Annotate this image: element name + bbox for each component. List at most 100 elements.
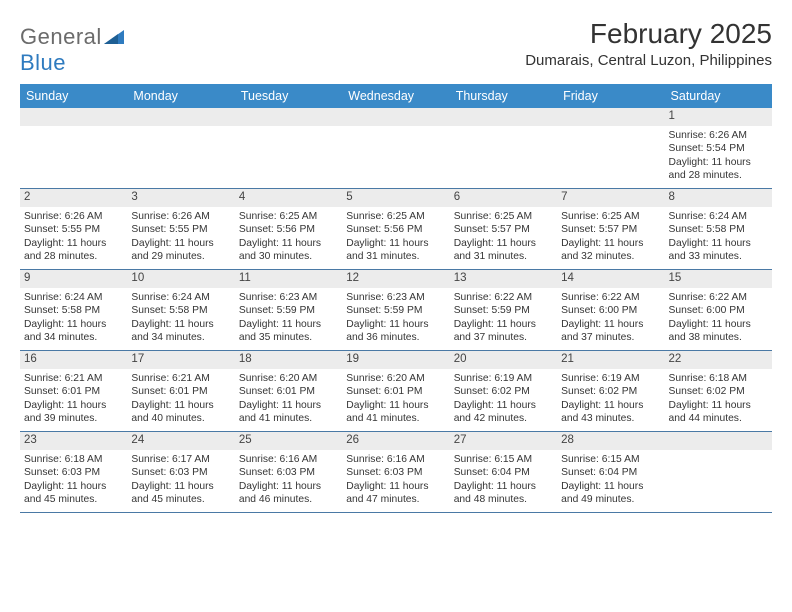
- daylight-text: and 38 minutes.: [669, 331, 768, 344]
- day-cell: Sunrise: 6:18 AMSunset: 6:02 PMDaylight:…: [665, 369, 772, 431]
- day-cell: Sunrise: 6:22 AMSunset: 6:00 PMDaylight:…: [665, 288, 772, 350]
- sunset-text: Sunset: 6:02 PM: [561, 385, 660, 398]
- title-block: February 2025 Dumarais, Central Luzon, P…: [525, 18, 772, 69]
- daylight-text: Daylight: 11 hours: [669, 318, 768, 331]
- sunset-text: Sunset: 6:02 PM: [669, 385, 768, 398]
- day-cell: [450, 126, 557, 188]
- sunset-text: Sunset: 5:59 PM: [239, 304, 338, 317]
- weekday-header: Monday: [127, 84, 234, 108]
- day-cell: Sunrise: 6:15 AMSunset: 6:04 PMDaylight:…: [557, 450, 664, 512]
- day-number: [342, 108, 449, 126]
- daylight-text: Daylight: 11 hours: [561, 399, 660, 412]
- brand-word-2: Blue: [20, 50, 66, 75]
- sunset-text: Sunset: 5:59 PM: [454, 304, 553, 317]
- sunset-text: Sunset: 6:03 PM: [346, 466, 445, 479]
- sunrise-text: Sunrise: 6:24 AM: [669, 210, 768, 223]
- location-text: Dumarais, Central Luzon, Philippines: [525, 52, 772, 69]
- weekday-header: Sunday: [20, 84, 127, 108]
- sunset-text: Sunset: 6:01 PM: [131, 385, 230, 398]
- daylight-text: and 45 minutes.: [24, 493, 123, 506]
- weekday-header: Thursday: [450, 84, 557, 108]
- calendar-grid: Sunday Monday Tuesday Wednesday Thursday…: [20, 84, 772, 513]
- day-number: 18: [235, 351, 342, 369]
- sunrise-text: Sunrise: 6:24 AM: [24, 291, 123, 304]
- day-number: 16: [20, 351, 127, 369]
- daylight-text: Daylight: 11 hours: [346, 237, 445, 250]
- day-cell: Sunrise: 6:23 AMSunset: 5:59 PMDaylight:…: [235, 288, 342, 350]
- sunset-text: Sunset: 6:02 PM: [454, 385, 553, 398]
- day-cell: Sunrise: 6:24 AMSunset: 5:58 PMDaylight:…: [665, 207, 772, 269]
- week-row: 2345678Sunrise: 6:26 AMSunset: 5:55 PMDa…: [20, 189, 772, 270]
- sunrise-text: Sunrise: 6:23 AM: [346, 291, 445, 304]
- day-cell: Sunrise: 6:20 AMSunset: 6:01 PMDaylight:…: [235, 369, 342, 431]
- sunrise-text: Sunrise: 6:26 AM: [131, 210, 230, 223]
- sunrise-text: Sunrise: 6:25 AM: [454, 210, 553, 223]
- weeks-container: 2345678Sunrise: 6:26 AMSunset: 5:55 PMDa…: [20, 189, 772, 513]
- weekday-header: Wednesday: [342, 84, 449, 108]
- daylight-text: and 34 minutes.: [131, 331, 230, 344]
- day-number-band: 16171819202122: [20, 351, 772, 369]
- week-row: 16171819202122Sunrise: 6:21 AMSunset: 6:…: [20, 351, 772, 432]
- sunset-text: Sunset: 6:03 PM: [24, 466, 123, 479]
- daylight-text: and 39 minutes.: [24, 412, 123, 425]
- daylight-text: Daylight: 11 hours: [131, 399, 230, 412]
- day-cell: Sunrise: 6:22 AMSunset: 5:59 PMDaylight:…: [450, 288, 557, 350]
- day-number: 27: [450, 432, 557, 450]
- daylight-text: and 36 minutes.: [346, 331, 445, 344]
- sunset-text: Sunset: 5:57 PM: [561, 223, 660, 236]
- day-number: 6: [450, 189, 557, 207]
- day-number: [127, 108, 234, 126]
- sunrise-text: Sunrise: 6:16 AM: [239, 453, 338, 466]
- day-cell: Sunrise: 6:22 AMSunset: 6:00 PMDaylight:…: [557, 288, 664, 350]
- sunset-text: Sunset: 6:00 PM: [561, 304, 660, 317]
- day-number: 20: [450, 351, 557, 369]
- day-number: [235, 108, 342, 126]
- month-title: February 2025: [525, 18, 772, 50]
- sunrise-text: Sunrise: 6:16 AM: [346, 453, 445, 466]
- daylight-text: and 29 minutes.: [131, 250, 230, 263]
- day-number: 3: [127, 189, 234, 207]
- day-number: 26: [342, 432, 449, 450]
- sunset-text: Sunset: 5:55 PM: [24, 223, 123, 236]
- day-cell: Sunrise: 6:24 AMSunset: 5:58 PMDaylight:…: [20, 288, 127, 350]
- day-number: 15: [665, 270, 772, 288]
- daylight-text: Daylight: 11 hours: [239, 399, 338, 412]
- week-content: Sunrise: 6:18 AMSunset: 6:03 PMDaylight:…: [20, 450, 772, 512]
- day-number: 17: [127, 351, 234, 369]
- day-number: 11: [235, 270, 342, 288]
- daylight-text: and 40 minutes.: [131, 412, 230, 425]
- day-number: 24: [127, 432, 234, 450]
- day-cell: Sunrise: 6:23 AMSunset: 5:59 PMDaylight:…: [342, 288, 449, 350]
- daylight-text: Daylight: 11 hours: [24, 318, 123, 331]
- sunrise-text: Sunrise: 6:18 AM: [669, 372, 768, 385]
- sunset-text: Sunset: 5:56 PM: [346, 223, 445, 236]
- day-number-band: 232425262728: [20, 432, 772, 450]
- daylight-text: and 47 minutes.: [346, 493, 445, 506]
- daylight-text: Daylight: 11 hours: [346, 480, 445, 493]
- sunrise-text: Sunrise: 6:19 AM: [454, 372, 553, 385]
- daylight-text: and 37 minutes.: [454, 331, 553, 344]
- sunset-text: Sunset: 5:55 PM: [131, 223, 230, 236]
- day-cell: Sunrise: 6:26 AMSunset: 5:55 PMDaylight:…: [20, 207, 127, 269]
- sunrise-text: Sunrise: 6:15 AM: [454, 453, 553, 466]
- sunrise-text: Sunrise: 6:22 AM: [561, 291, 660, 304]
- day-number-band: 2345678: [20, 189, 772, 207]
- daylight-text: and 31 minutes.: [454, 250, 553, 263]
- daylight-text: and 41 minutes.: [239, 412, 338, 425]
- daylight-text: and 48 minutes.: [454, 493, 553, 506]
- day-number: 25: [235, 432, 342, 450]
- brand-logo: General Blue: [20, 18, 124, 76]
- daylight-text: and 43 minutes.: [561, 412, 660, 425]
- sunset-text: Sunset: 6:03 PM: [239, 466, 338, 479]
- day-cell: Sunrise: 6:19 AMSunset: 6:02 PMDaylight:…: [450, 369, 557, 431]
- sunrise-text: Sunrise: 6:20 AM: [239, 372, 338, 385]
- daylight-text: Daylight: 11 hours: [454, 237, 553, 250]
- week-row: 1 Sunrise: 6:26 AM Sunset: 5:54 PM Dayli…: [20, 108, 772, 189]
- daylight-text: Daylight: 11 hours: [561, 318, 660, 331]
- day-cell: [342, 126, 449, 188]
- day-number-band: 1: [20, 108, 772, 126]
- day-number: 14: [557, 270, 664, 288]
- sunset-text: Sunset: 6:04 PM: [561, 466, 660, 479]
- day-cell: Sunrise: 6:25 AMSunset: 5:57 PMDaylight:…: [557, 207, 664, 269]
- day-number: 13: [450, 270, 557, 288]
